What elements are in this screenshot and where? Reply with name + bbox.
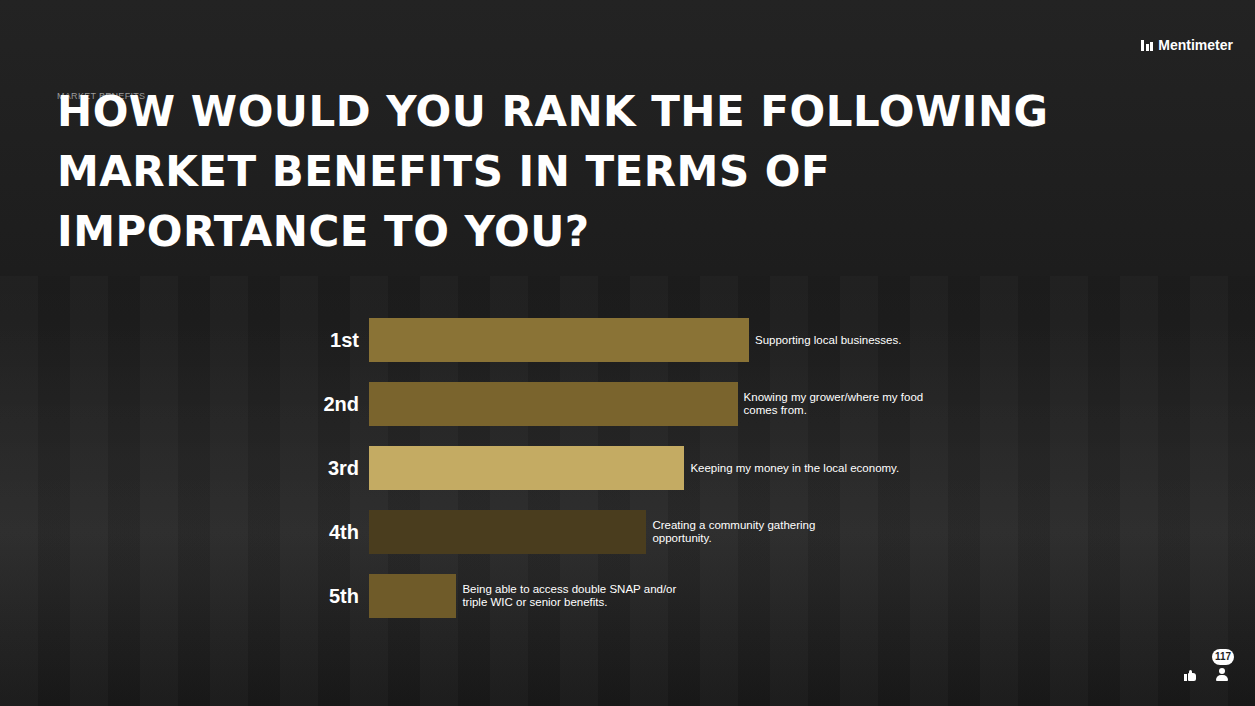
brand: Mentimeter <box>1141 37 1233 53</box>
item-label: Creating a community gathering opportuni… <box>652 519 867 545</box>
brand-logo <box>1141 40 1153 51</box>
rank-label: 5th <box>299 584 359 608</box>
bar <box>369 382 738 426</box>
bar <box>369 446 684 490</box>
bar <box>369 574 456 618</box>
bar <box>369 510 646 554</box>
participant-icon <box>1216 668 1228 682</box>
participant-count: 117 <box>1212 649 1234 665</box>
item-label: Supporting local businesses. <box>755 334 970 347</box>
rank-label: 2nd <box>299 392 359 416</box>
title: HOW WOULD YOU RANK THE FOLLOWING MARKET … <box>57 82 1117 262</box>
item-label: Keeping my money in the local economy. <box>690 462 905 475</box>
bar <box>369 318 749 362</box>
item-label: Knowing my grower/where my food comes fr… <box>744 391 959 417</box>
rank-label: 1st <box>299 328 359 352</box>
rank-label: 4th <box>299 520 359 544</box>
brand-name: Mentimeter <box>1158 37 1233 53</box>
item-label: Being able to access double SNAP and/or … <box>462 583 677 609</box>
rank-label: 3rd <box>299 456 359 480</box>
reaction-icon <box>1184 670 1196 681</box>
